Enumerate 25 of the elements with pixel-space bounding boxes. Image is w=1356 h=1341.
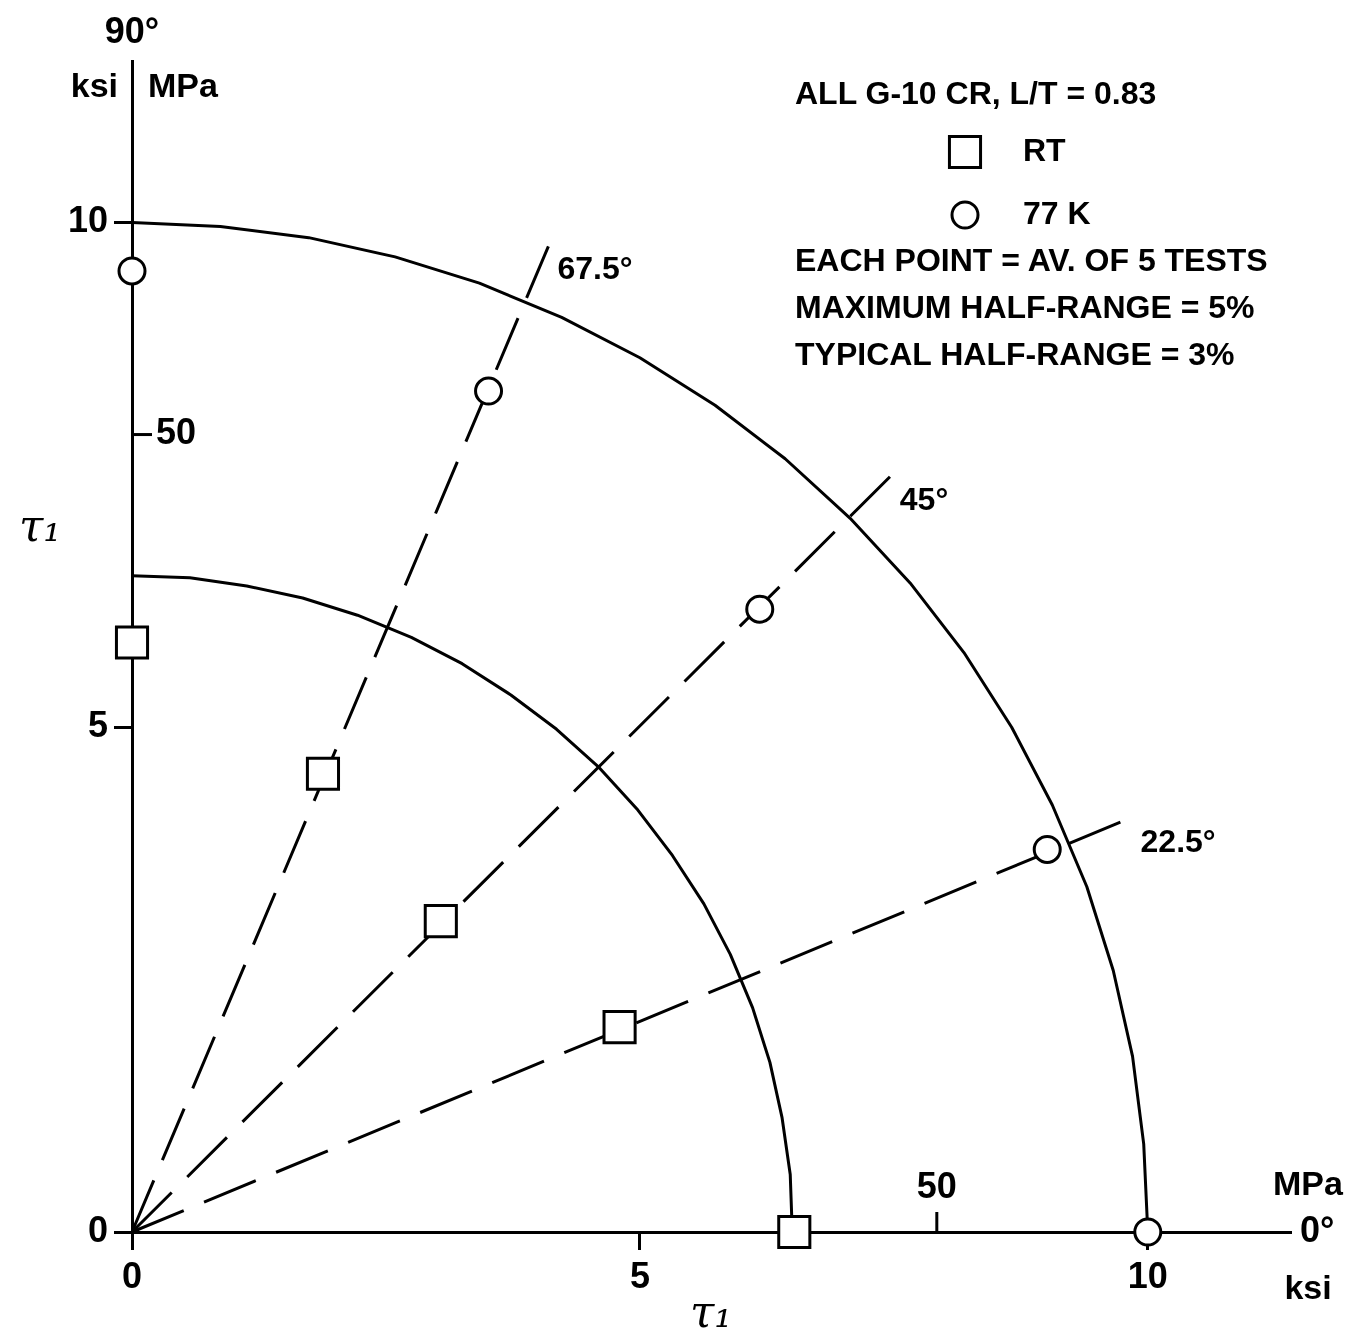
annotation: 50 [916, 1164, 957, 1206]
series-label: 45° [899, 480, 949, 517]
text: ksi [1284, 1268, 1332, 1307]
annotation: MPa [1273, 1164, 1345, 1203]
annotation: MPa [148, 66, 219, 105]
y-axis-title: τ₁ [19, 499, 61, 551]
annotation: 50 [156, 411, 197, 453]
series-label: 67.5° [557, 249, 633, 286]
annotation: MAXIMUM HALF-RANGE = 5% [795, 288, 1255, 325]
y-tick-label: 0 [87, 1208, 108, 1250]
x-tick-label: 0 [121, 1254, 143, 1296]
legend-label: 77 K [1023, 194, 1091, 231]
text: ksi [70, 66, 118, 105]
y-tick-label: 10 [67, 199, 108, 241]
annotation: TYPICAL HALF-RANGE = 3% [795, 335, 1235, 372]
x-tick-label: 10 [1127, 1254, 1168, 1296]
annotation: EACH POINT = AV. OF 5 TESTS [795, 241, 1268, 278]
legend-title: ALL G-10 CR, L/T = 0.83 [795, 74, 1157, 111]
x-axis-title: τ₁ [690, 1286, 732, 1338]
text: 0° [1300, 1208, 1335, 1250]
x-tick-label: 5 [629, 1254, 650, 1296]
legend-label: RT [1023, 131, 1067, 168]
series-label: 22.5° [1140, 822, 1216, 859]
y-tick-label: 5 [87, 704, 108, 746]
text: 90° [104, 9, 160, 51]
